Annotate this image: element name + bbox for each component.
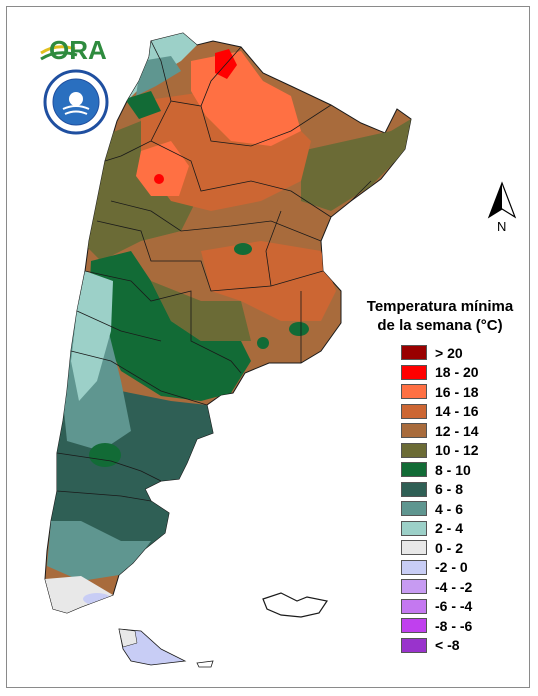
legend-title-line2: de la semana (°C)	[377, 317, 503, 334]
zone-8-10-cordoba	[234, 243, 252, 255]
zone-6-8-puna	[125, 91, 161, 119]
legend: Temperatura mínima de la semana (°C) > 2…	[345, 297, 529, 653]
legend-label: -2 - 0	[435, 559, 468, 576]
legend-swatch	[401, 637, 427, 653]
zone-16-18-tucuman	[136, 141, 189, 196]
legend-label: 6 - 8	[435, 481, 464, 498]
legend-swatch	[401, 481, 427, 497]
legend-title-line1: Temperatura mínima	[366, 298, 514, 315]
legend-label: < -8	[435, 637, 460, 654]
legend-title: Temperatura mínima de la semana (°C)	[345, 297, 529, 335]
legend-item: -8 - -6	[401, 616, 479, 636]
legend-item: -2 - 0	[401, 558, 479, 578]
map-frame: ORA N Temperatura mínima de la semana (°…	[6, 6, 530, 688]
legend-list: > 20 18 - 20 16 - 18 14 - 16 12 - 14 10 - 12 8…	[401, 343, 479, 655]
legend-label: 4 - 6	[435, 500, 464, 517]
legend-item: 2 - 4	[401, 519, 479, 539]
legend-label: -6 - -4	[435, 598, 473, 615]
legend-swatch	[401, 579, 427, 595]
legend-swatch	[401, 364, 427, 380]
legend-item: 4 - 6	[401, 499, 479, 519]
legend-swatch	[401, 384, 427, 400]
zone-10-12-central-band	[151, 281, 251, 341]
legend-swatch	[401, 442, 427, 458]
legend-item: 8 - 10	[401, 460, 479, 480]
zone-8-10-central	[89, 251, 251, 401]
legend-swatch	[401, 423, 427, 439]
legend-swatch	[401, 618, 427, 634]
ora-logo: ORA	[37, 35, 117, 69]
ora-logo-text: ORA	[49, 35, 107, 65]
legend-label: 0 - 2	[435, 539, 464, 556]
zone-8-10-chubut	[89, 443, 121, 467]
legend-label: 16 - 18	[435, 383, 479, 400]
legend-label: 2 - 4	[435, 520, 464, 537]
north-arrow-icon	[487, 181, 517, 219]
smn-seal-icon	[43, 69, 109, 135]
legend-item: -4 - -2	[401, 577, 479, 597]
legend-label: -4 - -2	[435, 578, 473, 595]
legend-label: -8 - -6	[435, 617, 473, 634]
argentina-temperature-map	[44, 32, 412, 668]
legend-label: > 20	[435, 344, 463, 361]
legend-item: < -8	[401, 636, 479, 656]
zone-4-6-south	[47, 521, 151, 581]
legend-swatch	[401, 559, 427, 575]
legend-swatch	[401, 520, 427, 536]
legend-swatch	[401, 462, 427, 478]
legend-swatch	[401, 540, 427, 556]
islas-malvinas	[262, 592, 328, 618]
legend-label: 18 - 20	[435, 364, 479, 381]
legend-item: 14 - 16	[401, 402, 479, 422]
zone-14-16-pampa	[201, 241, 336, 321]
legend-swatch	[401, 403, 427, 419]
legend-item: 6 - 8	[401, 480, 479, 500]
legend-item: 16 - 18	[401, 382, 479, 402]
zone-2-4-andes-north	[71, 271, 113, 401]
legend-item: -6 - -4	[401, 597, 479, 617]
zone-10-12-northeast	[301, 119, 411, 211]
zone-18-20-salta	[154, 174, 164, 184]
legend-item: > 20	[401, 343, 479, 363]
legend-item: 12 - 14	[401, 421, 479, 441]
legend-swatch	[401, 598, 427, 614]
legend-item: 0 - 2	[401, 538, 479, 558]
zone-4-6-puna	[136, 56, 181, 96]
tierra-del-fuego-north	[118, 628, 138, 648]
legend-label: 12 - 14	[435, 422, 479, 439]
legend-swatch	[401, 345, 427, 361]
zone-minus2-0-south	[83, 593, 111, 605]
legend-swatch	[401, 501, 427, 517]
legend-item: 18 - 20	[401, 363, 479, 383]
zone-8-10-bsas-west	[257, 337, 269, 349]
legend-label: 10 - 12	[435, 442, 479, 459]
zone-0-2-santa-cruz	[45, 576, 113, 613]
legend-label: 14 - 16	[435, 403, 479, 420]
legend-label: 8 - 10	[435, 461, 471, 478]
legend-item: 10 - 12	[401, 441, 479, 461]
zone-8-10-buenos-aires	[289, 322, 309, 336]
province-borders	[56, 40, 372, 502]
isla-small	[196, 660, 214, 668]
north-label: N	[497, 219, 507, 234]
